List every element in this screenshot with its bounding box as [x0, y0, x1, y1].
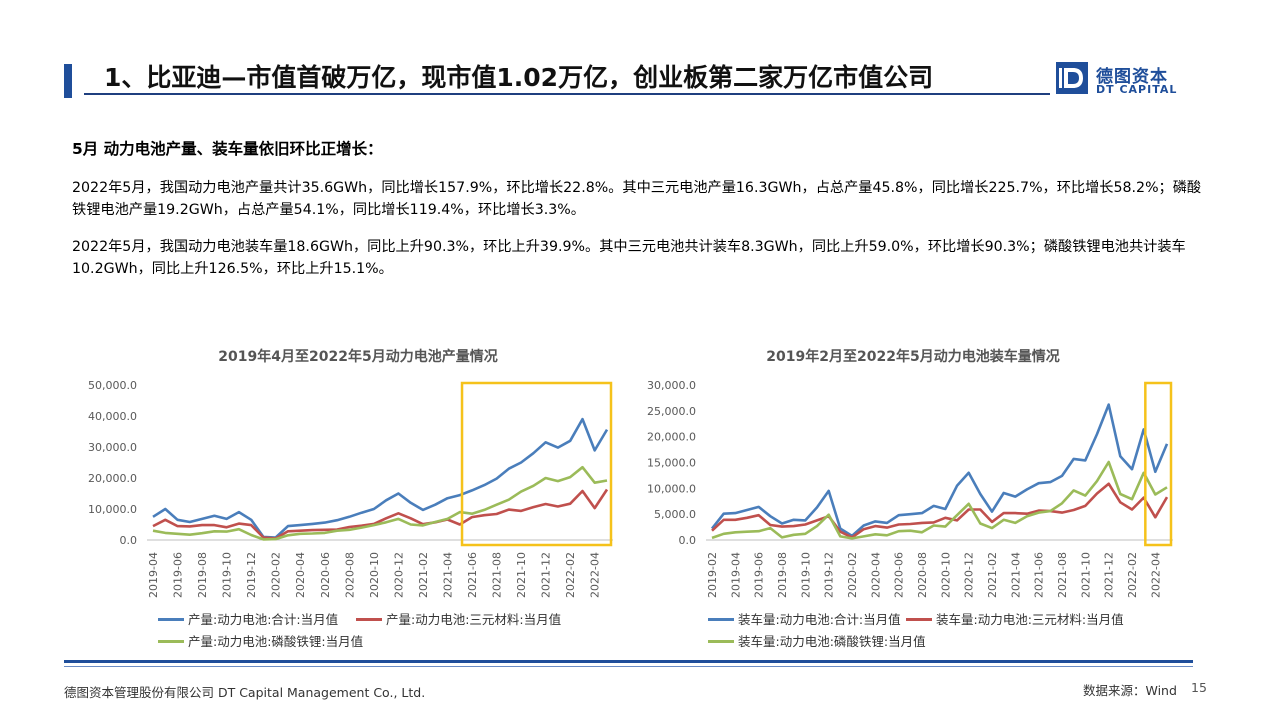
c2-highlight-box: [1144, 381, 1173, 547]
footer-source: 数据来源：Wind: [1083, 683, 1177, 698]
c1-legend-swatch: [356, 618, 382, 621]
title-accent-bar: [64, 64, 72, 98]
c2-xtick-label: 2021-06: [1033, 552, 1046, 598]
c1-ytick-label: 0.0: [120, 534, 138, 547]
c1-legend-label: 产量:动力电池:合计:当月值: [188, 612, 339, 627]
installation-paragraph: 2022年5月，我国动力电池装车量18.6GWh，同比上升90.3%，环比上升3…: [72, 239, 1186, 277]
c2-legend-item: 装车量:动力电池:磷酸铁锂:当月值: [708, 631, 926, 650]
c2-ytick-label: 5,000.0: [654, 508, 696, 521]
c1-legend-item: 产量:动力电池:合计:当月值: [158, 609, 338, 628]
c1-xtick-label: 2019-10: [221, 552, 234, 598]
section-subheading: 5月 动力电池产量、装车量依旧环比正增长：: [72, 140, 383, 158]
c2-xtick-label: 2021-04: [1009, 552, 1022, 598]
page-number: 15: [1191, 680, 1207, 695]
c1-legend-item: 产量:动力电池:磷酸铁锂:当月值: [158, 631, 363, 650]
c1-xtick-label: 2020-06: [319, 552, 332, 598]
production-paragraph: 2022年5月，我国动力电池产量共计35.6GWh，同比增长157.9%，环比增…: [72, 180, 1202, 218]
c2-series-line-1: [711, 482, 1169, 539]
c2-ytick-label: 10,000.0: [647, 482, 696, 495]
c1-legend-item: 产量:动力电池:三元材料:当月值: [356, 609, 561, 628]
c1-xtick-label: 2021-02: [417, 552, 430, 598]
c2-legend-label: 装车量:动力电池:合计:当月值: [738, 612, 901, 627]
c2-legend-label: 装车量:动力电池:磷酸铁锂:当月值: [738, 634, 926, 649]
footer-company: 德图资本管理股份有限公司 DT Capital Management Co., …: [64, 685, 426, 700]
c2-xtick-label: 2020-12: [963, 552, 976, 598]
production-line-chart: 50,000.0 40,000.0 30,000.0 20,000.0 10,000.0…: [88, 379, 613, 598]
c1-xtick-label: 2021-04: [441, 552, 454, 598]
c2-xtick-label: 2022-02: [1126, 552, 1139, 598]
c2-legend-item: 装车量:动力电池:合计:当月值: [708, 609, 901, 628]
c2-legend-swatch: [708, 618, 734, 621]
c2-ytick-label: 20,000.0: [647, 431, 696, 444]
c2-xtick-label: 2020-04: [869, 552, 882, 598]
c2-xtick-label: 2019-08: [776, 552, 789, 598]
c1-series-line-1: [152, 488, 609, 540]
c1-xtick-label: 2019-08: [196, 552, 209, 598]
chart1-title: 2019年4月至2022年5月动力电池产量情况: [218, 349, 498, 365]
c1-xtick-label: 2021-10: [515, 552, 528, 598]
c2-legend-swatch: [708, 640, 734, 643]
c1-xtick-label: 2021-12: [540, 552, 553, 598]
c1-xtick-label: 2020-12: [392, 552, 405, 598]
c1-xtick-label: 2020-04: [294, 552, 307, 598]
c1-xtick-label: 2020-02: [270, 552, 283, 598]
c2-xtick-label: 2022-04: [1149, 552, 1162, 598]
c2-xtick-label: 2020-06: [893, 552, 906, 598]
c2-ytick-label: 30,000.0: [647, 379, 696, 392]
c2-ytick-label: 0.0: [679, 534, 697, 547]
c2-legend-label: 装车量:动力电池:三元材料:当月值: [936, 612, 1124, 627]
c1-xtick-label: 2022-02: [564, 552, 577, 598]
c1-xtick-label: 2019-04: [147, 552, 160, 598]
c1-xtick-label: 2021-08: [491, 552, 504, 598]
c2-legend-item: 装车量:动力电池:三元材料:当月值: [906, 609, 1124, 628]
c2-ytick-label: 15,000.0: [647, 457, 696, 470]
c1-ytick-label: 10,000.0: [88, 503, 137, 516]
c2-xtick-label: 2019-04: [729, 552, 742, 598]
c2-ytick-label: 25,000.0: [647, 405, 696, 418]
c1-legend-label: 产量:动力电池:三元材料:当月值: [386, 612, 562, 627]
c1-xtick-label: 2019-06: [172, 552, 185, 598]
c2-xtick-label: 2019-10: [799, 552, 812, 598]
c2-xtick-label: 2019-12: [823, 552, 836, 598]
c2-xtick-label: 2020-10: [939, 552, 952, 598]
chart2-title: 2019年2月至2022年5月动力电池装车量情况: [766, 349, 1060, 365]
c1-xtick-label: 2020-08: [343, 552, 356, 598]
c1-legend-swatch: [158, 640, 184, 643]
footer-rule-thick: [64, 660, 1193, 663]
c2-xtick-label: 2019-02: [706, 552, 719, 598]
logo-text-cn: 德图资本: [1096, 67, 1168, 87]
c2-xtick-label: 2020-02: [846, 552, 859, 598]
c1-highlight-box: [460, 381, 613, 547]
title-underline: [84, 93, 1050, 95]
c1-legend-label: 产量:动力电池:磷酸铁锂:当月值: [188, 634, 364, 649]
c1-series-line-0: [152, 417, 609, 539]
c1-xtick-label: 2022-04: [589, 552, 602, 598]
c2-series-line-2: [711, 460, 1168, 540]
installation-line-chart: 30,000.0 25,000.0 20,000.0 15,000.0 10,000.0…: [647, 379, 1173, 598]
c1-series-line-2: [152, 465, 608, 541]
c2-xtick-label: 2021-02: [986, 552, 999, 598]
c2-xtick-label: 2021-08: [1056, 552, 1069, 598]
c2-xtick-label: 2021-10: [1079, 552, 1092, 598]
c1-xtick-label: 2021-06: [466, 552, 479, 598]
c1-ytick-label: 20,000.0: [88, 472, 137, 485]
c1-xtick-label: 2019-12: [245, 552, 258, 598]
page-title: 1、比亚迪—市值首破万亿，现市值1.02万亿，创业板第二家万亿市值公司: [104, 63, 934, 92]
c2-xtick-label: 2021-12: [1103, 552, 1116, 598]
c1-ytick-label: 50,000.0: [88, 379, 137, 392]
c2-xtick-label: 2020-08: [916, 552, 929, 598]
footer-rule-thin: [64, 666, 1193, 667]
c2-series-line-0: [710, 403, 1169, 538]
c2-legend-swatch: [906, 618, 932, 621]
c2-xtick-label: 2019-06: [753, 552, 766, 598]
logo-text-en: DT CAPITAL: [1096, 83, 1178, 96]
c1-xtick-label: 2020-10: [368, 552, 381, 598]
c1-ytick-label: 30,000.0: [88, 441, 137, 454]
c1-legend-swatch: [158, 618, 184, 621]
dt-logo-icon: [1056, 62, 1088, 94]
c1-ytick-label: 40,000.0: [88, 410, 137, 423]
